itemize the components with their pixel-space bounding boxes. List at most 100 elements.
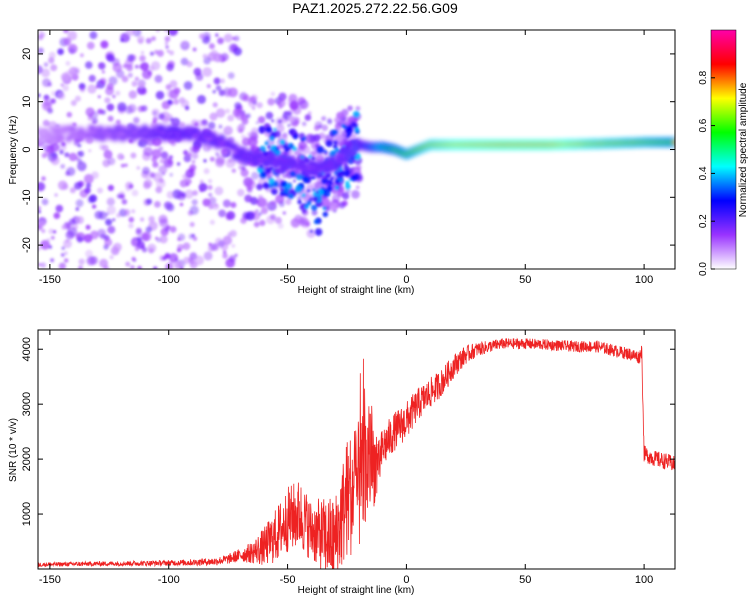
spectrogram-noise-blob xyxy=(136,241,145,249)
spectrogram-x-axis-label: Height of straight line (km) xyxy=(298,285,415,296)
spectrogram-noise-blob xyxy=(127,72,133,78)
spectrogram-y-axis-label: Frequency (Hz) xyxy=(8,116,19,185)
spectrogram-noise-blob xyxy=(97,95,101,99)
spectrogram-noise-blob xyxy=(159,255,165,261)
spectrogram-strand-blob xyxy=(345,134,350,139)
spectrogram-noise-blob xyxy=(237,188,245,197)
spectrogram-noise-blob xyxy=(234,253,238,257)
spectrogram-noise-blob xyxy=(143,181,151,190)
spectrogram-strand-blob xyxy=(258,125,266,134)
ridge-core xyxy=(71,127,76,130)
spectrogram-noise-blob xyxy=(191,199,198,206)
spectrogram-noise-blob xyxy=(306,228,316,238)
spectrogram-noise-blob xyxy=(154,201,161,208)
spectrogram-noise-blob xyxy=(244,194,253,203)
spectrogram-noise-blob xyxy=(313,134,321,142)
spectrogram-noise-blob xyxy=(173,98,180,105)
spectrogram-noise-blob xyxy=(128,183,134,189)
spectrogram-noise-blob xyxy=(88,74,96,82)
spectrogram-strand-blob xyxy=(313,219,319,225)
spectrogram-strand-blob xyxy=(304,204,309,210)
spectrogram-noise-blob xyxy=(85,107,95,117)
spectrogram-noise-blob xyxy=(189,164,197,172)
ridge-core xyxy=(89,126,94,130)
spectrogram-noise-blob xyxy=(302,103,308,109)
spectrogram-noise-blob xyxy=(136,35,145,44)
spectrogram-x-ticks: -150 -100 -50 0 50 100 xyxy=(39,30,653,286)
spectrogram-noise-blob xyxy=(166,191,175,199)
spectrogram-noise-blob xyxy=(95,85,99,89)
spectrogram-noise-blob xyxy=(198,182,208,192)
spectrogram-noise-blob xyxy=(180,266,184,269)
spectrogram-noise-blob xyxy=(112,218,116,222)
spectrogram-noise-blob xyxy=(189,205,199,215)
ridge-core xyxy=(132,126,137,130)
colorbar-tick-label: 0.0 xyxy=(698,262,709,276)
spectrogram-noise-blob xyxy=(64,152,70,158)
spectrogram-noise-blob xyxy=(228,87,238,98)
spectrogram-noise-blob xyxy=(269,113,274,117)
spectrogram-noise-blob xyxy=(184,105,190,111)
spectrogram-noise-blob xyxy=(217,240,225,248)
spectrogram-noise-blob xyxy=(167,99,173,105)
spectrogram-noise-blob xyxy=(77,151,81,155)
spectrogram-noise-blob xyxy=(345,188,351,194)
spectrogram-noise-blob xyxy=(165,45,169,49)
snr-x-tick-label: -150 xyxy=(39,574,61,586)
spectrogram-noise-blob xyxy=(68,152,78,162)
spectrogram-noise-blob xyxy=(245,211,255,221)
spectrogram-noise-blob xyxy=(62,84,69,92)
spectrogram-noise-blob xyxy=(163,201,173,210)
spectrogram-y-tick-label: 20 xyxy=(21,48,33,60)
ridge-core xyxy=(113,136,118,140)
spectrogram-noise-blob xyxy=(212,102,218,108)
spectrogram-noise-blob xyxy=(79,53,84,58)
spectrogram-noise-blob xyxy=(151,156,158,163)
spectrogram-strand-blob xyxy=(301,208,307,214)
spectrogram-noise-blob xyxy=(38,93,41,98)
spectrogram-noise-blob xyxy=(68,47,76,55)
snr-panel: -150 -100 -50 0 50 100 1000 2000 3000 4000 Heigh… xyxy=(8,329,676,596)
spectrogram-strand-blob xyxy=(273,127,277,132)
spectrogram-noise-blob xyxy=(100,40,109,49)
spectrogram-noise-blob xyxy=(194,122,199,127)
spectrogram-strand-blob xyxy=(345,180,350,186)
spectrogram-noise-blob xyxy=(131,209,136,214)
spectrogram-noise-blob xyxy=(149,172,156,178)
ridge-core xyxy=(143,126,147,130)
spectrogram-noise-blob xyxy=(231,244,236,248)
ridge-core xyxy=(160,126,165,130)
spectrogram-strand-blob xyxy=(295,173,303,181)
spectrogram-strand-blob xyxy=(323,149,328,154)
spectrogram-strand-blob xyxy=(314,228,323,236)
spectrogram-noise-blob xyxy=(301,121,307,127)
spectrogram-noise-blob xyxy=(133,117,140,124)
spectrogram-noise-blob xyxy=(158,165,168,175)
spectrogram-noise-blob xyxy=(86,256,96,266)
spectrogram-noise-blob xyxy=(282,173,288,179)
colorbar-scale xyxy=(710,29,737,270)
spectrogram-noise-blob xyxy=(222,199,231,208)
spectrogram-noise-blob xyxy=(203,159,207,163)
spectrogram-noise-blob xyxy=(67,30,78,41)
spectrogram-strand-blob xyxy=(292,146,297,151)
spectrogram-noise-blob xyxy=(201,119,208,126)
spectrogram-noise-blob xyxy=(75,199,84,208)
ridge-core xyxy=(259,154,264,157)
spectrogram-noise-blob xyxy=(287,123,291,128)
spectrogram-noise-blob xyxy=(48,57,55,64)
spectrogram-noise-blob xyxy=(120,38,124,43)
spectrogram-noise-blob xyxy=(276,124,285,133)
spectrogram-noise-blob xyxy=(191,160,196,164)
spectrogram-noise-blob xyxy=(255,209,259,213)
spectrogram-noise-blob xyxy=(247,136,258,147)
spectrogram-noise-blob xyxy=(41,228,46,234)
ridge-core xyxy=(220,136,225,140)
spectrogram-noise-blob xyxy=(215,152,220,157)
ridge-core xyxy=(330,157,335,161)
spectrogram-strand-blob xyxy=(315,190,319,194)
spectrogram-noise-blob xyxy=(156,237,162,243)
spectrogram-noise-blob xyxy=(128,90,137,99)
spectrogram-noise-blob xyxy=(88,149,92,153)
spectrogram-strand-blob xyxy=(343,165,350,171)
